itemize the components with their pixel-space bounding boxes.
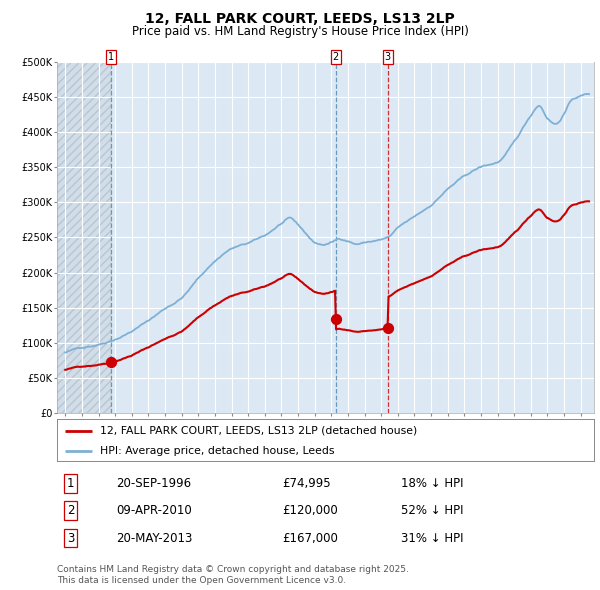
Text: 09-APR-2010: 09-APR-2010 [116,504,192,517]
Text: £74,995: £74,995 [283,477,331,490]
Text: HPI: Average price, detached house, Leeds: HPI: Average price, detached house, Leed… [100,446,334,455]
Text: 18% ↓ HPI: 18% ↓ HPI [401,477,463,490]
Text: Contains HM Land Registry data © Crown copyright and database right 2025.: Contains HM Land Registry data © Crown c… [57,565,409,573]
Text: 20-SEP-1996: 20-SEP-1996 [116,477,191,490]
Text: 3: 3 [67,532,74,545]
Text: 1: 1 [107,52,113,62]
Text: 1: 1 [67,477,74,490]
Text: This data is licensed under the Open Government Licence v3.0.: This data is licensed under the Open Gov… [57,576,346,585]
Text: 31% ↓ HPI: 31% ↓ HPI [401,532,463,545]
Text: £120,000: £120,000 [283,504,338,517]
Text: 2: 2 [332,52,339,62]
Text: 3: 3 [385,52,391,62]
Point [106,358,115,367]
Text: 20-MAY-2013: 20-MAY-2013 [116,532,193,545]
Text: Price paid vs. HM Land Registry's House Price Index (HPI): Price paid vs. HM Land Registry's House … [131,25,469,38]
Text: 12, FALL PARK COURT, LEEDS, LS13 2LP: 12, FALL PARK COURT, LEEDS, LS13 2LP [145,12,455,27]
Text: 2: 2 [67,504,74,517]
Text: 12, FALL PARK COURT, LEEDS, LS13 2LP (detached house): 12, FALL PARK COURT, LEEDS, LS13 2LP (de… [100,426,417,436]
Text: 52% ↓ HPI: 52% ↓ HPI [401,504,463,517]
Point [383,323,392,333]
Text: £167,000: £167,000 [283,532,338,545]
Point [331,314,341,324]
